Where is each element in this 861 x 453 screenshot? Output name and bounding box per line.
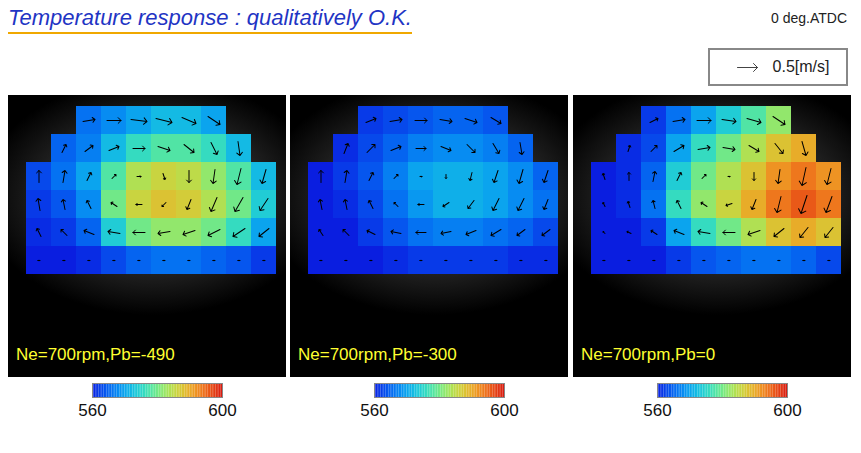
html-text:Ne=700rpm,Pb=0: Ne=700rpm,Pb=0 <box>581 345 716 364</box>
html-text:Ne=700rpm,Pb=-300: Ne=700rpm,Pb=-300 <box>298 345 457 364</box>
svg-text:560: 560 <box>78 401 106 420</box>
svg-text:600: 600 <box>490 401 518 420</box>
svg-text:600: 600 <box>208 401 236 420</box>
html-text:0.5[m/s]: 0.5[m/s] <box>772 58 830 75</box>
svg-text:560: 560 <box>360 401 388 420</box>
html-text:Temperature response : qualita: Temperature response : qualitatively O.K… <box>8 5 412 30</box>
html-text:Ne=700rpm,Pb=-490: Ne=700rpm,Pb=-490 <box>16 345 175 364</box>
svg-text:600: 600 <box>773 401 801 420</box>
html-text:0 deg.ATDC: 0 deg.ATDC <box>771 10 847 26</box>
svg-text:560: 560 <box>643 401 671 420</box>
